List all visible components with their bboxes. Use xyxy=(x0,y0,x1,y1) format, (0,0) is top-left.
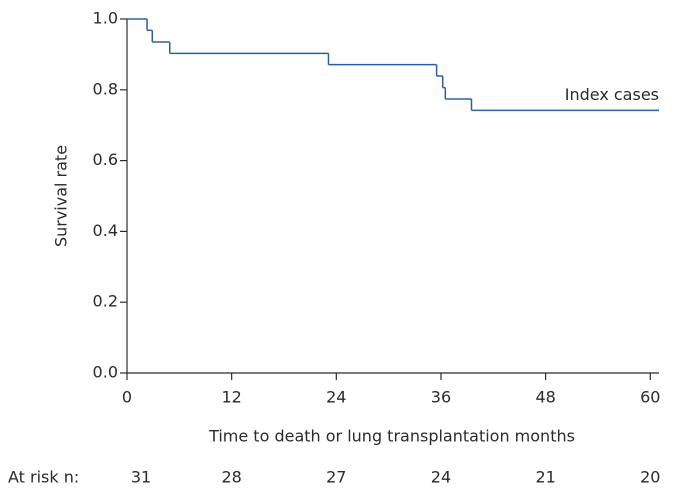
x-tick-label: 36 xyxy=(431,388,451,407)
x-tick-label: 12 xyxy=(221,388,241,407)
x-tick-label: 48 xyxy=(535,388,555,407)
y-tick-label: 0.4 xyxy=(93,221,118,240)
x-axis-title: Time to death or lung transplantation mo… xyxy=(208,427,575,446)
x-tick-label: 24 xyxy=(326,388,346,407)
y-tick-label: 0.2 xyxy=(93,292,118,311)
x-tick-label: 60 xyxy=(640,388,660,407)
y-tick-label: 0.6 xyxy=(93,150,118,169)
at-risk-label: At risk n: xyxy=(8,468,79,487)
at-risk-value: 24 xyxy=(431,468,451,487)
at-risk-value: 31 xyxy=(131,468,151,487)
at-risk-value: 21 xyxy=(535,468,555,487)
y-tick-label: 1.0 xyxy=(93,9,118,28)
at-risk-value: 28 xyxy=(221,468,241,487)
at-risk-value: 20 xyxy=(640,468,660,487)
y-axis-title: Survival rate xyxy=(52,145,71,247)
x-tick-label: 0 xyxy=(122,388,132,407)
series-label: Index cases xyxy=(565,85,659,104)
y-tick-label: 0.8 xyxy=(93,79,118,98)
at-risk-value: 27 xyxy=(326,468,346,487)
y-tick-label: 0.0 xyxy=(93,363,118,382)
